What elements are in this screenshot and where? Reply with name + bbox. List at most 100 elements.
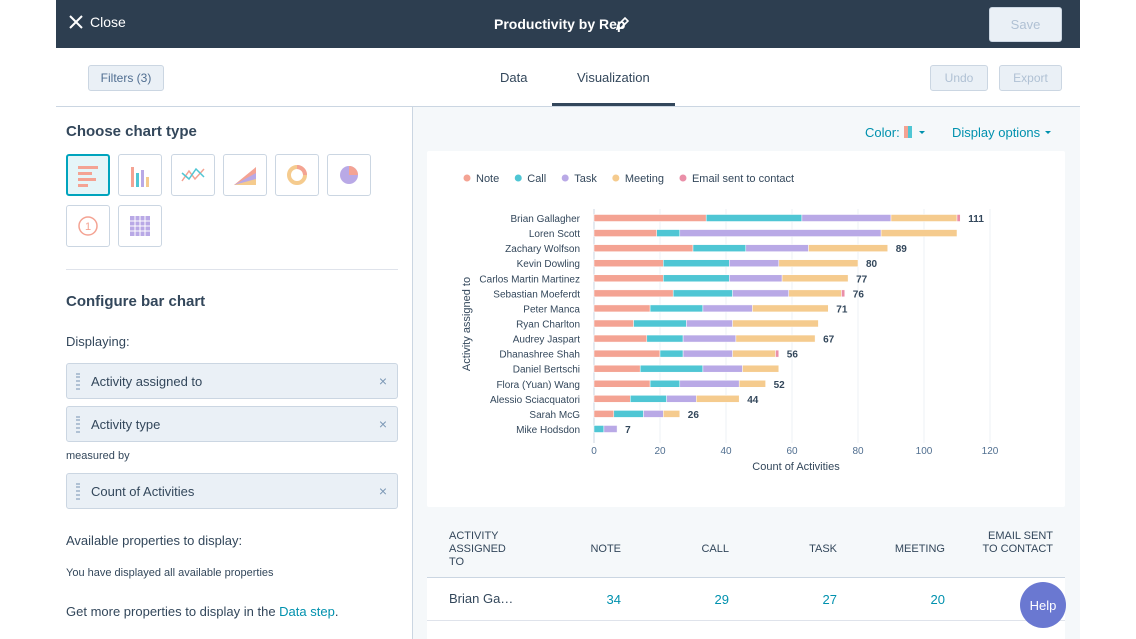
top-bar	[56, 0, 1080, 48]
y-tick-label: Flora (Yuan) Wang	[496, 380, 580, 391]
bar-segment	[696, 395, 740, 403]
total-label: 44	[747, 395, 759, 406]
bar-segment	[679, 229, 882, 237]
total-label: 76	[853, 289, 865, 300]
legend-label: Meeting	[625, 173, 664, 185]
bar-segment	[649, 380, 681, 388]
tab-visualization[interactable]: Visualization	[577, 70, 650, 85]
filters-button[interactable]: Filters (3)	[88, 65, 164, 91]
y-tick-label: Ryan Charlton	[516, 319, 580, 330]
x-tick-label: 60	[786, 446, 798, 457]
save-button[interactable]: Save	[989, 7, 1062, 42]
x-tick-label: 100	[916, 446, 933, 457]
bar-segment	[656, 229, 681, 237]
chart-type-number[interactable]: 1	[66, 205, 110, 247]
property-pill[interactable]: Activity assigned to ×	[66, 363, 398, 399]
close-button[interactable]: Close	[68, 14, 126, 30]
table-cell: 34	[606, 592, 621, 607]
chart-type-horizontal-bar[interactable]	[66, 154, 110, 196]
x-tick-label: 0	[591, 446, 597, 457]
x-tick-label: 80	[852, 446, 864, 457]
data-step-link[interactable]: Data step	[279, 604, 335, 619]
edit-icon[interactable]	[614, 16, 630, 32]
table-header	[427, 522, 1065, 578]
y-tick-label: Mike Hodsdon	[516, 425, 580, 436]
y-tick-label: Peter Manca	[523, 304, 580, 315]
table-cell: Brian Ga…	[449, 591, 514, 606]
chart-type-column[interactable]	[118, 154, 162, 196]
total-label: 7	[625, 425, 631, 436]
x-tick-label: 40	[720, 446, 732, 457]
column-header[interactable]: TASK	[809, 543, 837, 555]
legend-label: Task	[574, 173, 597, 185]
chart-card: Note Call Task Meeting Email sent to contact…	[427, 151, 1065, 507]
column-header[interactable]: CALL	[701, 543, 729, 555]
y-tick-label: Kevin Dowling	[517, 259, 580, 270]
bar-segment	[593, 319, 634, 328]
total-label: 67	[823, 335, 835, 346]
bar-segment	[679, 380, 740, 388]
bar-segment	[956, 214, 961, 222]
total-label: 111	[968, 214, 984, 225]
bar-segment	[788, 289, 842, 298]
total-label: 52	[774, 380, 786, 391]
table-cell: 29	[714, 592, 729, 607]
chart-type-area[interactable]	[223, 154, 267, 196]
legend-label: Call	[527, 173, 546, 185]
chart-type-pie[interactable]	[327, 154, 371, 196]
bar-segment	[775, 349, 780, 358]
measure-pill[interactable]: Count of Activities ×	[66, 473, 398, 509]
display-options[interactable]: Display options	[952, 125, 1056, 140]
total-label: 80	[866, 259, 878, 270]
label: Available properties to display:	[66, 533, 243, 548]
bar-segment	[593, 244, 694, 252]
y-tick-label: Sebastian Moeferdt	[493, 289, 580, 300]
bar-segment	[732, 319, 819, 328]
bar-segment	[593, 274, 664, 283]
export-button[interactable]: Export	[999, 65, 1062, 91]
row-divider	[427, 620, 1065, 621]
chart-type-line[interactable]	[171, 154, 215, 196]
color-swatch	[903, 125, 925, 138]
column-header[interactable]: EMAIL SENT TO CONTACT	[982, 530, 1053, 555]
chart-type-table[interactable]	[118, 205, 162, 247]
column-header[interactable]: NOTE	[590, 543, 621, 555]
undo-button[interactable]: Undo	[930, 65, 988, 91]
bar-segment	[738, 380, 766, 388]
bar-segment	[682, 349, 733, 358]
color-picker[interactable]: Color:	[865, 125, 928, 140]
caret	[1045, 130, 1052, 134]
note: You have displayed all available propert…	[66, 567, 274, 579]
property-pill[interactable]: Activity type ×	[66, 406, 398, 442]
column-header[interactable]: MEETING	[894, 543, 945, 555]
bar-segment	[663, 274, 730, 283]
bar-segment	[659, 349, 684, 358]
panel-divider	[412, 107, 413, 639]
bar-segment	[593, 334, 648, 343]
y-tick-label: Brian Gallagher	[511, 214, 581, 225]
bar-segment	[593, 289, 674, 298]
x-tick-label: 20	[654, 446, 666, 457]
bar-segment	[686, 319, 733, 328]
bar-segment	[742, 364, 780, 373]
bar-segment	[702, 304, 753, 313]
section-title: Configure bar chart	[66, 293, 206, 310]
bar-segment	[890, 214, 958, 222]
help-button[interactable]: Help	[1020, 582, 1066, 628]
bar-segment	[781, 274, 849, 283]
column-header[interactable]: ACTIVITY ASSIGNED TO	[449, 530, 506, 568]
y-tick-label: Audrey Jaspart	[513, 335, 580, 346]
bar-segment	[705, 214, 803, 222]
total-label: 26	[688, 410, 700, 421]
chart-type-donut[interactable]	[275, 154, 319, 196]
data-table: ACTIVITY ASSIGNED TO NOTE CALL TASK MEET…	[427, 522, 1065, 639]
y-axis-label: Activity assigned to	[461, 277, 473, 371]
tab-data[interactable]: Data	[500, 70, 528, 85]
y-tick-label: Sarah McG	[529, 410, 580, 421]
label: Display options	[952, 125, 1041, 140]
pill-label: Activity assigned to	[91, 373, 203, 389]
bar-segment	[692, 244, 747, 252]
total-label: 56	[787, 350, 799, 361]
bar-segment	[643, 410, 664, 418]
